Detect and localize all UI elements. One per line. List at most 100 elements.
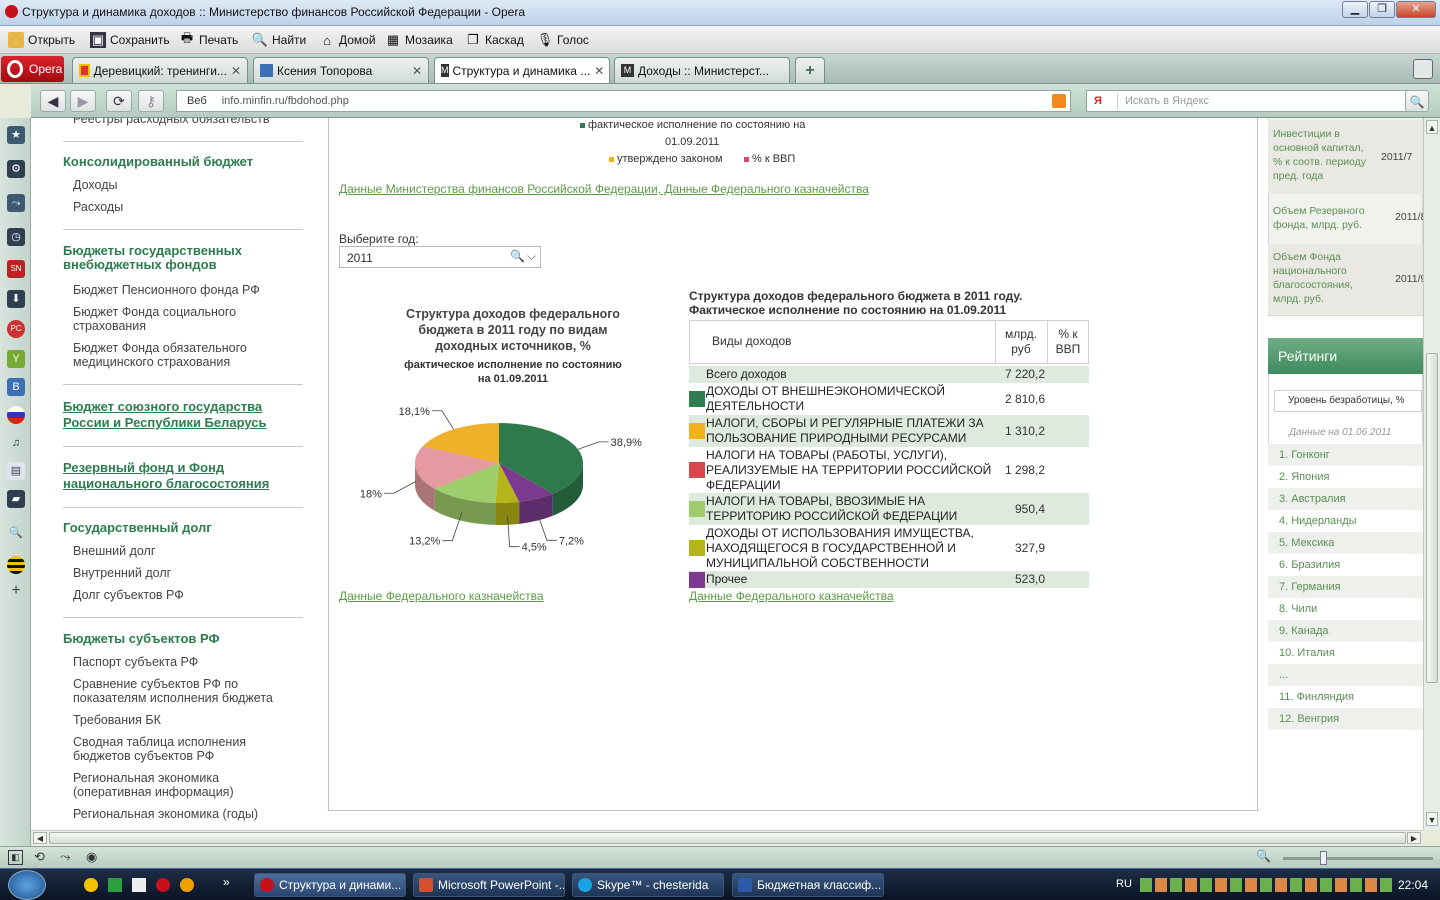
pie-slice[interactable] xyxy=(434,463,499,503)
task-word[interactable]: Бюджетная классиф... xyxy=(732,873,884,897)
nav-item-region-passport[interactable]: Паспорт субъекта РФ xyxy=(73,655,199,669)
rating-item[interactable]: 5. Мексика xyxy=(1268,532,1423,554)
rating-item[interactable]: 7. Германия xyxy=(1268,576,1423,598)
quicklaunch-1-icon[interactable] xyxy=(84,878,98,892)
sync-icon[interactable]: ⟲ xyxy=(34,849,45,864)
quicklaunch-3-icon[interactable] xyxy=(132,878,146,892)
nav-item-regional-economy-years[interactable]: Региональная экономика (годы) xyxy=(73,807,259,821)
quicklaunch-5-icon[interactable] xyxy=(180,878,194,892)
zoom-slider[interactable] xyxy=(1283,857,1433,860)
nav-heading-offbudget[interactable]: Бюджеты государственных внебюджетных фонд… xyxy=(63,243,242,272)
close-tab-icon[interactable]: ✕ xyxy=(230,63,241,78)
nav-item-external-debt[interactable]: Внешний долг xyxy=(73,544,156,558)
tab-income[interactable]: M Доходы :: Министерст... xyxy=(614,57,790,83)
nav-item-expenses[interactable]: Расходы xyxy=(73,200,124,214)
print-button[interactable]: 🖶 Печать xyxy=(180,30,239,47)
open-button[interactable]: Открыть xyxy=(8,31,75,49)
rating-item[interactable]: 6. Бразилия xyxy=(1268,554,1423,576)
address-field[interactable]: Веб info.minfin.ru/fbdohod.php xyxy=(176,90,1071,112)
scroll-right-icon[interactable]: ▶ xyxy=(1407,832,1421,844)
minimize-button[interactable]: ▁ xyxy=(1342,1,1368,18)
language-indicator[interactable]: RU xyxy=(1116,878,1132,890)
nav-heading-debt[interactable]: Государственный долг xyxy=(63,520,212,535)
y-icon[interactable]: Y xyxy=(7,350,25,368)
nav-heading-consolidated[interactable]: Консолидированный бюджет xyxy=(63,154,254,169)
panel-toggle-icon[interactable]: ◧ xyxy=(8,850,23,865)
scroll-up-icon[interactable]: ▲ xyxy=(1426,120,1438,134)
table-source-link[interactable]: Данные Федерального казначейства xyxy=(689,589,894,603)
vertical-scrollbar[interactable]: ▲ ▼ xyxy=(1423,118,1440,830)
tab-trainings[interactable]: Деревицкий: тренинги... ✕ xyxy=(72,57,248,83)
pie-source-link[interactable]: Данные Федерального казначейства xyxy=(339,589,544,603)
widgets-icon[interactable]: ⚙ xyxy=(7,160,25,178)
voice-button[interactable]: 🎙 Голос xyxy=(536,32,589,47)
rating-item[interactable]: 10. Италия xyxy=(1268,642,1423,664)
pie-slice[interactable] xyxy=(495,463,520,503)
find-button[interactable]: 🔍 Найти xyxy=(251,32,307,47)
year-select[interactable]: 2011 🔍 ⌵ xyxy=(339,246,541,268)
history-icon[interactable]: ◷ xyxy=(7,228,25,246)
close-tab-icon[interactable]: ✕ xyxy=(411,63,422,78)
nav-link-reserve-fund[interactable]: Резервный фонд и Фонд национального благо… xyxy=(63,460,270,491)
rating-item[interactable]: 1. Гонконг xyxy=(1268,444,1423,466)
bookmarks-icon[interactable]: ★ xyxy=(7,126,25,144)
opera-menu-button[interactable]: Opera xyxy=(1,56,64,82)
save-button[interactable]: ▣ Сохранить xyxy=(90,32,170,48)
search-go-button[interactable]: 🔍 xyxy=(1405,90,1429,112)
scroll-left-icon[interactable]: ◀ xyxy=(33,832,47,844)
start-button[interactable] xyxy=(8,870,46,900)
close-tab-icon[interactable]: ✕ xyxy=(594,63,605,78)
nav-item-pension-fund[interactable]: Бюджет Пенсионного фонда РФ xyxy=(73,283,260,297)
hscroll-thumb[interactable] xyxy=(49,832,1406,844)
reload-button[interactable]: ⟳ xyxy=(106,90,132,112)
nav-item-regional-economy-oper[interactable]: Региональная экономика (оперативная инфор… xyxy=(73,771,234,799)
rating-item[interactable]: 4. Нидерланды xyxy=(1268,510,1423,532)
close-button[interactable]: ✕ xyxy=(1396,1,1436,18)
ratings-select[interactable]: Уровень безработицы, % xyxy=(1274,390,1422,412)
pie-slice[interactable] xyxy=(499,463,553,502)
rating-item[interactable]: ... xyxy=(1268,664,1423,686)
tab-structure[interactable]: M Структура и динамика ... ✕ xyxy=(434,57,610,83)
unite-icon[interactable]: ⤳ xyxy=(60,849,71,864)
pie-slice[interactable] xyxy=(422,423,499,463)
zoom-slider-thumb[interactable] xyxy=(1320,851,1327,865)
nav-item-income[interactable]: Доходы xyxy=(73,178,118,192)
source-link-ministry[interactable]: Данные Министерства финансов Российской … xyxy=(339,182,869,196)
rating-item[interactable]: 3. Австралия xyxy=(1268,488,1423,510)
task-powerpoint[interactable]: Microsoft PowerPoint -... xyxy=(413,873,565,897)
nav-item-regions-debt[interactable]: Долг субъектов РФ xyxy=(73,588,184,602)
yandex-icon[interactable]: Я xyxy=(1090,93,1118,109)
pc-icon[interactable]: PC xyxy=(7,320,25,338)
indicator-wealth-fund[interactable]: Объем Фонда национального благосостояния, м… xyxy=(1268,244,1423,314)
links-icon[interactable]: ⤳ xyxy=(7,194,25,212)
trash-icon[interactable] xyxy=(1413,59,1433,79)
nav-item-internal-debt[interactable]: Внутренний долг xyxy=(73,566,172,580)
restore-button[interactable]: ❐ xyxy=(1369,1,1395,18)
nav-heading-regions[interactable]: Бюджеты субъектов РФ xyxy=(63,631,220,646)
notes-icon[interactable]: ▤ xyxy=(7,462,25,480)
scroll-thumb[interactable] xyxy=(1426,353,1438,683)
russia-flag-icon[interactable] xyxy=(7,406,25,424)
sn-icon[interactable]: SN xyxy=(7,260,25,278)
nav-item-social-fund[interactable]: Бюджет Фонда социального страхования xyxy=(73,305,237,333)
nav-item-registers[interactable]: Реестры расходных обязательств xyxy=(73,118,270,126)
rating-item[interactable]: 2. Япония xyxy=(1268,466,1423,488)
zoom-icon[interactable]: 🔍 xyxy=(1256,849,1271,863)
cascade-button[interactable]: ❐ Каскад xyxy=(465,31,524,49)
tile-button[interactable]: ▦ Мозаика xyxy=(386,32,453,47)
turbo-icon[interactable]: ◉ xyxy=(86,849,98,864)
rating-item[interactable]: 11. Финляндия xyxy=(1268,686,1423,708)
scroll-down-icon[interactable]: ▼ xyxy=(1426,812,1438,826)
nav-item-bk-requirements[interactable]: Требования БК xyxy=(73,713,161,727)
rating-item[interactable]: 8. Чили xyxy=(1268,598,1423,620)
music-icon[interactable]: ♫ xyxy=(11,437,21,449)
nav-link-union-state[interactable]: Бюджет союзного государства России и Респ… xyxy=(63,399,267,430)
nav-item-medical-fund[interactable]: Бюджет Фонда обязательного медицинского с… xyxy=(73,341,247,369)
nav-item-summary-table[interactable]: Сводная таблица исполнения бюджетов субъе… xyxy=(73,735,247,763)
add-panel-icon[interactable]: + xyxy=(11,582,21,599)
panel-icon[interactable]: ▰ xyxy=(7,490,25,508)
beeline-icon[interactable] xyxy=(7,556,25,574)
quicklaunch-expand[interactable]: » xyxy=(223,875,230,889)
back-button[interactable]: ◀ xyxy=(40,90,66,112)
